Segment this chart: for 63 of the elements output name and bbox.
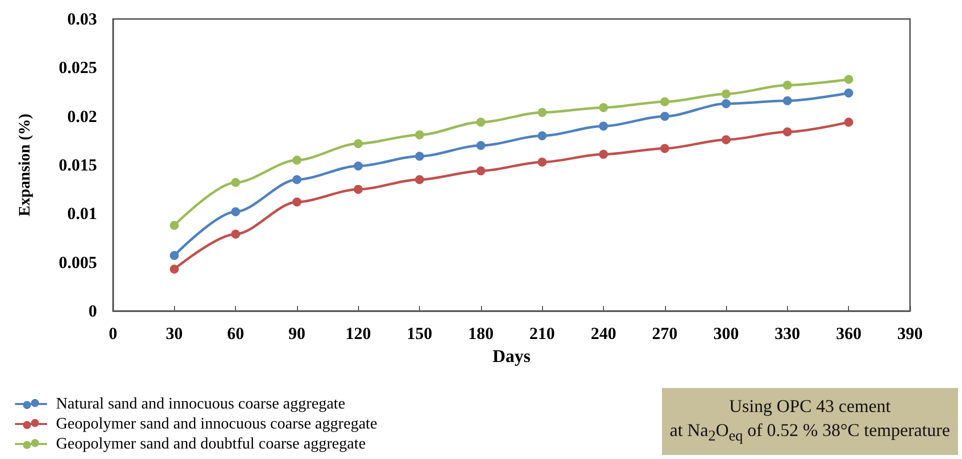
y-tick-label: 0.015 (58, 156, 97, 174)
point (354, 184, 363, 194)
legend-label: Geopolymer sand and innocuous coarse aggregate (56, 416, 378, 432)
point (660, 112, 670, 121)
x-tick-label: 330 (774, 324, 800, 343)
point (722, 135, 731, 144)
x-tick-label: 60 (227, 324, 244, 343)
x-tick-label: 360 (836, 324, 862, 343)
point (782, 127, 792, 136)
point (415, 175, 424, 184)
y-tick-label: 0.005 (58, 252, 97, 272)
point (292, 197, 302, 206)
point (476, 141, 486, 150)
x-tick-label: 150 (406, 324, 432, 343)
point (598, 103, 608, 112)
y-tick-label: 0.03 (67, 10, 97, 28)
x-tick-label: 390 (897, 324, 923, 343)
point (231, 230, 240, 239)
text: Using OPC 43 cement at Na$_{2}$O$_{eq}$ of 0.52 % 38°C temperature (662, 388, 958, 455)
point (538, 108, 547, 117)
legend-label: Natural sand and innocuous coarse aggregate (56, 396, 346, 412)
point (538, 158, 547, 167)
point (476, 166, 486, 176)
x-tick-label: 120 (345, 324, 371, 343)
x-tick-label: 90 (288, 324, 306, 343)
point (170, 264, 179, 274)
point (844, 118, 854, 127)
point (844, 74, 854, 84)
point (476, 118, 486, 127)
x-tick-label: 270 (652, 324, 678, 343)
x-tick-label: 240 (590, 324, 616, 343)
y-tick-label: 0.02 (67, 106, 97, 126)
point (660, 144, 670, 153)
x-tick-label: 180 (468, 324, 494, 343)
point (231, 178, 240, 188)
point (170, 220, 179, 230)
y-axis-title: Expansion (%) (16, 114, 34, 216)
point (598, 150, 608, 159)
point (660, 97, 670, 106)
x-tick-label: 0 (108, 324, 118, 343)
x-axis-title: Days (492, 346, 531, 366)
point (782, 80, 792, 90)
x-tick-label: 300 (713, 324, 739, 343)
point (782, 96, 792, 106)
y-tick-label: 0.025 (58, 58, 97, 78)
point (722, 89, 731, 98)
point (354, 139, 363, 148)
point (231, 207, 240, 216)
point (598, 122, 608, 131)
point (415, 152, 424, 161)
point (538, 131, 547, 140)
point (292, 175, 302, 184)
x-tick-label: 210 (529, 324, 555, 343)
point (292, 156, 302, 165)
y-tick-label: 0 (88, 302, 97, 320)
x-tick-label: 30 (166, 324, 183, 343)
point (844, 88, 854, 98)
point (354, 161, 363, 170)
y-tick-label: 0.01 (67, 204, 97, 224)
legend-label: Geopolymer sand and doubtful coarse aggregate (56, 436, 366, 452)
point (722, 99, 731, 108)
point (170, 251, 179, 260)
point (415, 130, 424, 140)
